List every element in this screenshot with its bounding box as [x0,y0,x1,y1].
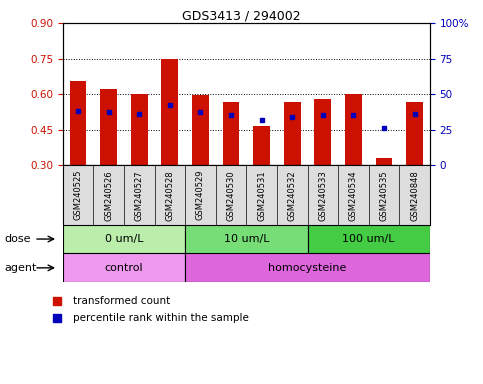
Text: GSM240535: GSM240535 [380,170,388,220]
Bar [161,59,178,165]
Text: GSM240531: GSM240531 [257,170,266,220]
Bar [185,253,430,282]
Text: homocysteine: homocysteine [269,263,347,273]
Bar [100,89,117,165]
Bar [406,103,423,165]
Text: GSM240527: GSM240527 [135,170,144,220]
Bar [253,126,270,165]
Text: control: control [105,263,143,273]
Text: GSM240534: GSM240534 [349,170,358,220]
Text: GSM240848: GSM240848 [410,170,419,221]
Text: GDS3413 / 294002: GDS3413 / 294002 [182,10,301,23]
Bar [314,99,331,165]
Bar [63,253,185,282]
Text: dose: dose [5,234,31,244]
Text: GSM240532: GSM240532 [288,170,297,220]
Bar [131,94,148,165]
Bar [223,103,240,165]
Text: GSM240528: GSM240528 [165,170,174,220]
Bar [345,94,362,165]
Text: GSM240530: GSM240530 [227,170,236,220]
Text: transformed count: transformed count [73,296,170,306]
Bar [192,95,209,165]
Bar [308,225,430,253]
Bar [185,225,308,253]
Text: 0 um/L: 0 um/L [105,234,143,244]
Text: 100 um/L: 100 um/L [342,234,395,244]
Text: GSM240529: GSM240529 [196,170,205,220]
Text: GSM240525: GSM240525 [73,170,83,220]
Text: agent: agent [5,263,37,273]
Bar [284,103,300,165]
Bar [70,81,86,165]
Text: percentile rank within the sample: percentile rank within the sample [73,313,249,323]
Bar [376,158,392,165]
Text: GSM240533: GSM240533 [318,170,327,221]
Text: GSM240526: GSM240526 [104,170,113,220]
Bar [63,225,185,253]
Text: 10 um/L: 10 um/L [224,234,269,244]
